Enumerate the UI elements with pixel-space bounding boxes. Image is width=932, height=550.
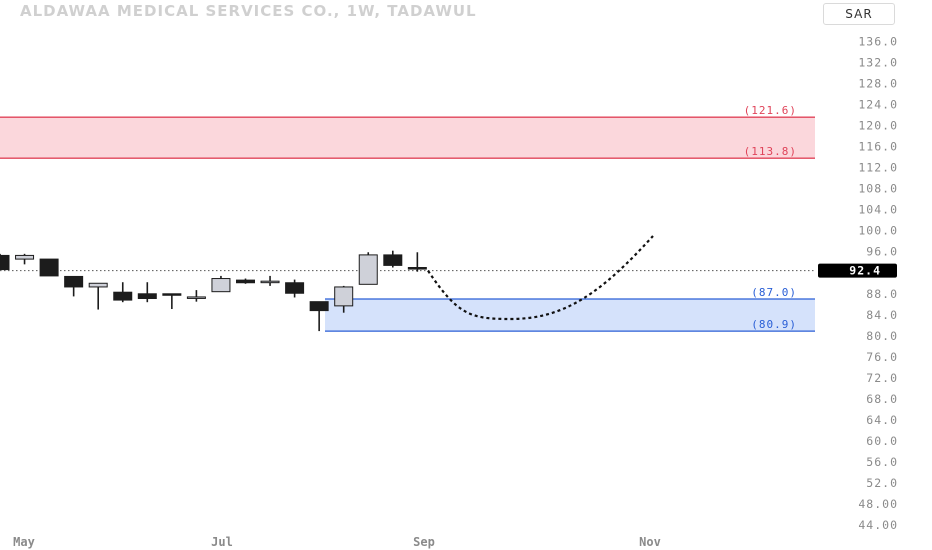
projection-layer bbox=[427, 235, 654, 321]
y-tick-label: 68.0 bbox=[866, 392, 898, 406]
price-axis[interactable]: 44.00 48.00 52.0 56.0 60.0 64.0 68.0 72.0 76.0 80… bbox=[818, 35, 898, 532]
support-zone-bottom-label: (80.9) bbox=[751, 318, 797, 331]
candle bbox=[334, 285, 354, 313]
y-tick-label: 52.0 bbox=[866, 476, 898, 490]
candle-body bbox=[407, 267, 427, 270]
candle bbox=[113, 282, 133, 303]
candle-body bbox=[39, 258, 59, 277]
y-tick-label: 120.0 bbox=[858, 119, 898, 133]
candle-body bbox=[211, 278, 231, 293]
y-tick-label: 48.00 bbox=[858, 497, 898, 511]
y-tick-label: 128.0 bbox=[858, 77, 898, 91]
y-tick-label: 80.0 bbox=[866, 329, 898, 343]
candle bbox=[236, 278, 255, 284]
y-tick-label: 72.0 bbox=[866, 371, 898, 385]
candle bbox=[39, 258, 59, 277]
y-tick-label: 112.0 bbox=[858, 161, 898, 175]
y-tick-label: 96.0 bbox=[866, 245, 898, 259]
support-zone bbox=[325, 299, 815, 332]
candle bbox=[162, 293, 182, 310]
y-tick-label: 136.0 bbox=[858, 35, 898, 49]
resistance-zone bbox=[0, 117, 815, 159]
candle-body bbox=[113, 291, 133, 301]
resistance-zone-top-label: (121.6) bbox=[744, 104, 797, 117]
last-price-tag: 92.4 bbox=[818, 263, 897, 278]
y-tick-label: 108.0 bbox=[858, 182, 898, 196]
candle bbox=[407, 252, 427, 272]
candle-body bbox=[64, 275, 84, 288]
y-tick-label: 60.0 bbox=[866, 434, 898, 448]
candle-body bbox=[15, 254, 35, 260]
y-tick-label: 64.0 bbox=[866, 413, 898, 427]
candle-body bbox=[88, 282, 108, 288]
y-tick-label: 56.0 bbox=[866, 455, 898, 469]
candle-body bbox=[260, 280, 280, 284]
candle bbox=[383, 250, 403, 268]
candle-body bbox=[162, 293, 182, 296]
candle-body bbox=[285, 282, 305, 294]
candle-body bbox=[186, 296, 206, 299]
candle bbox=[15, 253, 35, 265]
y-tick-label: 84.0 bbox=[866, 308, 898, 322]
candle-body bbox=[236, 279, 255, 284]
candle-body bbox=[309, 301, 329, 312]
candle-body bbox=[137, 293, 157, 300]
candle bbox=[285, 279, 305, 298]
support-zone-top-label: (87.0) bbox=[751, 286, 797, 299]
candle-body bbox=[334, 286, 354, 307]
y-tick-label: 88.0 bbox=[866, 287, 898, 301]
currency-selector[interactable]: SAR bbox=[823, 3, 895, 25]
candle-body bbox=[383, 254, 403, 266]
x-tick-label: Sep bbox=[413, 535, 435, 549]
y-tick-label: 44.00 bbox=[858, 518, 898, 532]
x-tick-label: May bbox=[13, 535, 35, 549]
candle bbox=[211, 275, 231, 293]
y-tick-label: 116.0 bbox=[858, 140, 898, 154]
y-tick-label: 124.0 bbox=[858, 98, 898, 112]
chart-title: ALDAWAA MEDICAL SERVICES CO., 1W, TADAWU… bbox=[20, 2, 477, 20]
y-tick-label: 132.0 bbox=[858, 56, 898, 70]
candle-body bbox=[0, 254, 10, 271]
y-tick-label: 104.0 bbox=[858, 203, 898, 217]
candle-body bbox=[358, 254, 378, 285]
last-price-label: 92.4 bbox=[849, 264, 881, 278]
candle bbox=[64, 275, 84, 297]
x-tick-label: Nov bbox=[639, 535, 661, 549]
projection-path bbox=[427, 235, 654, 321]
candle bbox=[137, 282, 157, 303]
candle bbox=[260, 275, 280, 286]
last-price-tag-bg bbox=[818, 263, 897, 278]
candle bbox=[309, 301, 329, 332]
candle bbox=[186, 290, 206, 302]
candles-layer bbox=[0, 250, 427, 332]
candle bbox=[358, 252, 378, 285]
candle bbox=[0, 253, 10, 271]
resistance-zone-bottom-label: (113.8) bbox=[744, 145, 797, 158]
zones-layer: (121.6) (113.8) (87.0) (80.9) bbox=[0, 104, 815, 332]
y-tick-label: 100.0 bbox=[858, 224, 898, 238]
x-tick-label: Jul bbox=[211, 535, 233, 549]
y-tick-label: 76.0 bbox=[866, 350, 898, 364]
time-axis[interactable]: May Jul Sep Nov bbox=[13, 535, 661, 549]
candle bbox=[88, 282, 108, 310]
